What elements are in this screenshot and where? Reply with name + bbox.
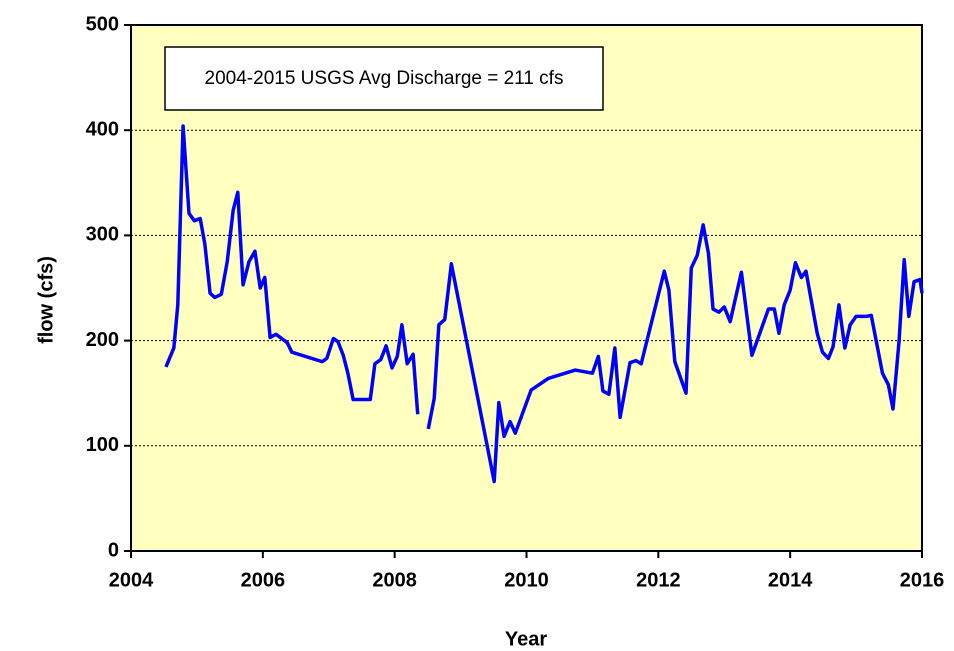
y-tick-label: 400 (86, 118, 119, 140)
data-line (164, 124, 924, 484)
x-tick-label: 2016 (900, 569, 945, 591)
y-tick-label: 100 (86, 434, 119, 456)
x-tick-label: 2004 (109, 569, 154, 591)
x-axis-title: Year (505, 628, 547, 650)
x-tick-label: 2006 (241, 569, 286, 591)
y-tick-label: 500 (86, 13, 119, 35)
y-axis-title: flow (cfs) (35, 256, 57, 344)
y-tick-label: 0 (108, 539, 119, 561)
annotation-box (164, 46, 604, 111)
y-tick-label: 300 (86, 224, 119, 246)
x-tick-label: 2008 (372, 569, 417, 591)
annotation: 2004-2015 USGS Avg Discharge = 211 cfs (205, 68, 564, 89)
x-tick-label: 2014 (768, 569, 813, 591)
y-tick-label: 200 (86, 329, 119, 351)
x-tick-label: 2012 (636, 569, 681, 591)
x-tick-label: 2010 (504, 569, 549, 591)
